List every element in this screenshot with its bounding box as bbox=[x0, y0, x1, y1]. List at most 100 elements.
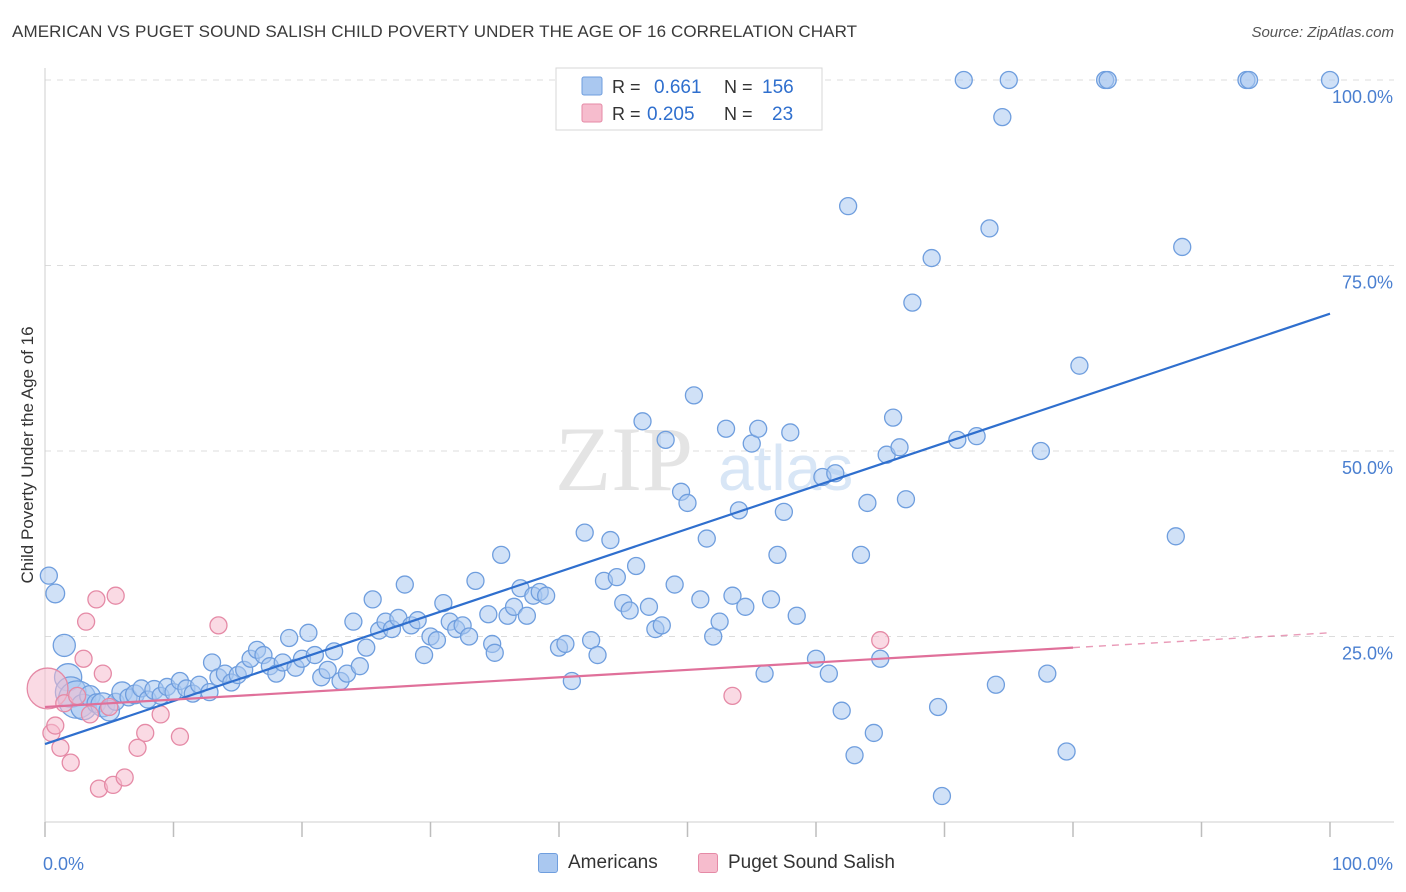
legend-swatch-puget bbox=[581, 103, 603, 123]
y-tick-label-0: 25.0% bbox=[1342, 644, 1393, 664]
americans-point-56 bbox=[395, 575, 414, 594]
americans-point-133 bbox=[922, 248, 941, 268]
americans-point-132 bbox=[903, 293, 922, 312]
americans-point-117 bbox=[806, 649, 826, 668]
legend-item-americans: Americans bbox=[538, 852, 658, 874]
americans-point-140 bbox=[986, 675, 1006, 694]
legend-label-americans: Americans bbox=[568, 852, 658, 873]
americans-point-152 bbox=[1239, 70, 1259, 90]
watermark-zip: ZIP bbox=[555, 408, 693, 510]
americans-point-149 bbox=[1166, 527, 1185, 546]
y-tick-label-2: 75.0% bbox=[1342, 273, 1393, 293]
americans-point-90 bbox=[626, 556, 646, 576]
americans-point-130 bbox=[890, 438, 909, 457]
legend-swatch-blue bbox=[538, 853, 558, 873]
americans-point-51 bbox=[363, 590, 382, 609]
americans-point-115 bbox=[787, 606, 806, 625]
americans-point-141 bbox=[993, 107, 1012, 127]
legend-top: R = 0.661 N = 156 R = 0.205 N = 23 bbox=[555, 67, 823, 131]
americans-point-100 bbox=[691, 590, 710, 609]
americans-point-104 bbox=[716, 419, 736, 438]
americans-point-66 bbox=[459, 627, 479, 646]
americans-point-105 bbox=[723, 586, 742, 605]
americans-point-2 bbox=[52, 633, 76, 658]
americans-point-95 bbox=[656, 430, 675, 450]
americans-point-113 bbox=[774, 502, 794, 521]
americans-point-99 bbox=[684, 386, 704, 405]
y-tick-label-1: 50.0% bbox=[1342, 458, 1393, 478]
puget-point-13 bbox=[100, 697, 119, 717]
americans-point-153 bbox=[1320, 70, 1340, 90]
legend-n-value-2: 23 bbox=[772, 104, 793, 125]
americans-point-81 bbox=[562, 671, 581, 691]
legend-swatch-pink bbox=[698, 853, 718, 873]
americans-point-106 bbox=[729, 501, 749, 520]
y-axis-label: Child Poverty Under the Age of 16 bbox=[18, 326, 37, 583]
americans-point-101 bbox=[697, 529, 716, 548]
americans-point-44 bbox=[318, 660, 337, 680]
americans-point-103 bbox=[710, 612, 729, 631]
puget-point-7 bbox=[74, 649, 93, 668]
americans-point-59 bbox=[414, 645, 434, 665]
puget-point-23 bbox=[871, 631, 890, 650]
americans-point-78 bbox=[537, 586, 556, 605]
x-tick-labels: 0.0% 100.0% bbox=[43, 854, 1393, 874]
chart-title: AMERICAN VS PUGET SOUND SALISH CHILD POV… bbox=[12, 22, 858, 41]
legend-bottom: Americans Puget Sound Salish bbox=[0, 852, 1406, 878]
americans-point-1 bbox=[45, 583, 66, 604]
y-tick-labels: 25.0% 50.0% 75.0% 100.0% bbox=[1332, 87, 1393, 664]
americans-point-124 bbox=[851, 545, 871, 565]
legend-n-label-2: N = bbox=[724, 104, 753, 124]
americans-point-98 bbox=[678, 493, 697, 513]
americans-point-122 bbox=[838, 196, 858, 216]
americans-point-136 bbox=[948, 430, 967, 450]
americans-point-89 bbox=[620, 601, 639, 620]
americans-point-114 bbox=[781, 423, 800, 442]
puget-point-10 bbox=[87, 590, 106, 609]
americans-point-146 bbox=[1070, 356, 1089, 375]
puget-point-6 bbox=[67, 686, 87, 706]
americans-point-137 bbox=[954, 70, 973, 90]
puget-point-12 bbox=[93, 664, 112, 683]
americans-point-0 bbox=[39, 566, 59, 585]
y-tick-label-3: 100.0% bbox=[1332, 87, 1393, 107]
americans-point-112 bbox=[768, 545, 787, 565]
trend-puget-solid bbox=[44, 646, 1074, 709]
legend-r-label-1: R = bbox=[612, 77, 641, 97]
americans-point-131 bbox=[896, 490, 916, 509]
americans-point-71 bbox=[492, 545, 511, 565]
americans-point-82 bbox=[575, 523, 594, 542]
puget-point-9 bbox=[80, 705, 100, 724]
legend-n-label-1: N = bbox=[724, 77, 753, 97]
americans-point-67 bbox=[466, 571, 485, 590]
americans-point-86 bbox=[601, 530, 620, 550]
americans-point-148 bbox=[1098, 70, 1117, 90]
puget-point-21 bbox=[209, 616, 228, 635]
puget-point-2 bbox=[46, 716, 65, 735]
americans-point-48 bbox=[344, 612, 363, 631]
puget-point-17 bbox=[128, 738, 147, 757]
americans-point-109 bbox=[749, 419, 768, 438]
gridlines bbox=[45, 79, 1394, 637]
americans-point-144 bbox=[1038, 664, 1057, 683]
americans-point-123 bbox=[845, 746, 864, 765]
americans-point-119 bbox=[819, 664, 838, 683]
source-label: Source: ZipAtlas.com bbox=[1251, 24, 1394, 41]
americans-point-135 bbox=[932, 786, 952, 806]
puget-point-5 bbox=[61, 753, 80, 772]
americans-point-134 bbox=[928, 697, 948, 717]
puget-point-16 bbox=[115, 768, 134, 787]
legend-r-label-2: R = bbox=[612, 104, 641, 124]
americans-point-111 bbox=[761, 590, 781, 609]
americans-point-110 bbox=[755, 664, 774, 683]
americans-point-143 bbox=[1031, 441, 1051, 461]
legend-n-value-1: 156 bbox=[762, 77, 794, 98]
x-tick-label-0: 0.0% bbox=[43, 854, 84, 874]
series-puget-sound-salish bbox=[26, 586, 890, 798]
americans-point-150 bbox=[1173, 237, 1192, 257]
americans-point-96 bbox=[665, 575, 684, 594]
americans-point-92 bbox=[639, 597, 659, 616]
americans-point-107 bbox=[736, 597, 755, 616]
americans-point-142 bbox=[999, 70, 1018, 90]
